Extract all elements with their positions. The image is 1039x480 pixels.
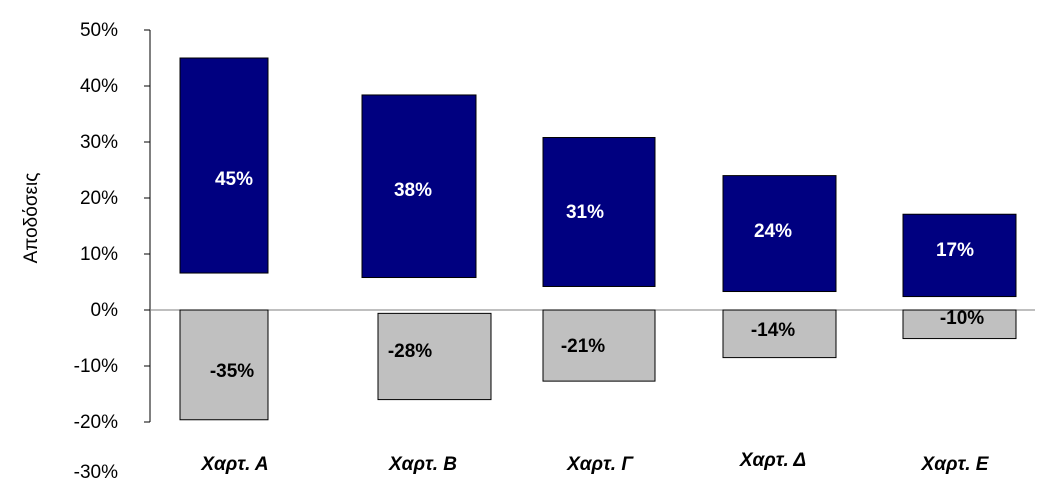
y-axis: 50% 40% 30% 20% 10% 0% -10% -20% -30% [74,20,1035,480]
positive-data-label: 24% [754,221,792,242]
negative-bar [377,312,492,401]
positive-data-label: 38% [394,180,432,201]
negative-bar [902,309,1017,340]
category-label: Χαρτ. Γ [566,454,634,475]
positive-data-label: 45% [215,169,253,190]
negative-bar [722,309,837,359]
bars [179,57,1017,421]
y-tick-label: 20% [80,188,118,209]
category-label: Χαρτ. Δ [739,450,806,471]
negative-bar [179,309,269,421]
positive-bar [722,175,837,293]
y-tick-label: -30% [74,462,118,480]
category-label: Χαρτ. Α [200,454,268,475]
negative-data-label: -21% [561,336,605,357]
positive-bar [902,213,1017,298]
positive-bar [361,94,477,279]
category-labels: Χαρτ. Α Χαρτ. Β Χαρτ. Γ Χαρτ. Δ Χαρτ. Ε [200,450,989,475]
data-labels: 45% 38% 31% 24% 17% -35% -28% -21% -14% -10% [210,169,984,382]
positive-bar [179,57,269,274]
category-label: Χαρτ. Ε [921,454,990,475]
negative-data-label: -10% [940,308,984,329]
y-tick-label: 50% [80,20,118,41]
y-tick-label: -20% [74,412,118,433]
y-tick-label: -10% [74,356,118,377]
negative-data-label: -35% [210,361,254,382]
y-tick-label: 10% [80,244,118,265]
negative-data-label: -14% [751,320,795,341]
positive-bar [542,137,656,287]
category-label: Χαρτ. Β [388,454,457,475]
y-axis-label: Αποδόσεις [21,173,42,264]
negative-data-label: -28% [388,341,432,362]
y-tick-label: 40% [80,76,118,97]
positive-data-label: 31% [566,202,604,223]
y-tick-label: 0% [91,300,119,321]
positive-data-label: 17% [936,240,974,261]
y-tick-label: 30% [80,132,118,153]
negative-bar [542,309,656,382]
